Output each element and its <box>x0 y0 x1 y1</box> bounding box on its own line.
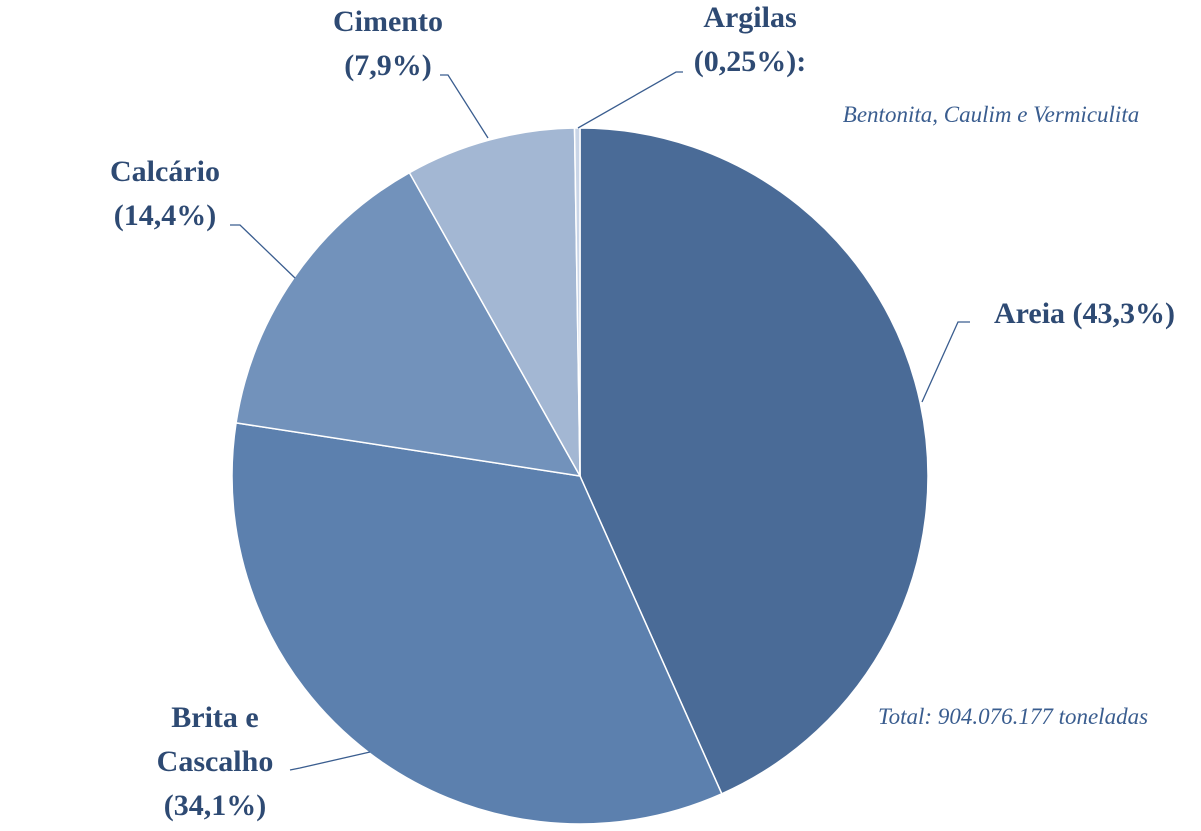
slice-label: Brita e Cascalho (34,1%) <box>120 696 310 828</box>
leader-line <box>289 751 371 771</box>
pie-slice <box>408 127 581 477</box>
annotation: Total: 904.076.177 toneladas <box>877 704 1149 729</box>
slice-label: Argilas (0,25%): <box>655 0 845 84</box>
leader-line <box>440 74 489 139</box>
category-label: Cimento <box>333 5 443 38</box>
slice-label: Cimento (7,9%) <box>293 0 483 88</box>
slice-label: Calcário (14,4%) <box>70 150 260 238</box>
leader-line <box>921 321 970 403</box>
value-label: (14,4%) <box>113 199 217 232</box>
pie-slice <box>573 127 581 477</box>
value-label: (34,1%) <box>163 789 267 822</box>
value-label: (43,3%) <box>1072 297 1176 330</box>
category-label: Argilas <box>703 1 797 34</box>
annotation: Bentonita, Caulim e Vermiculita <box>842 102 1140 127</box>
value-label: (0,25%): <box>693 45 807 78</box>
pie-slice <box>579 127 929 795</box>
category-label: Areia <box>993 297 1066 330</box>
leader-line <box>230 224 296 279</box>
slice-label: Areia (43,3%) <box>972 292 1197 336</box>
leader-line <box>577 71 683 129</box>
value-label: (7,9%) <box>344 49 432 82</box>
category-label: Calcário <box>110 155 220 188</box>
category-label: Brita e Cascalho <box>156 701 274 778</box>
